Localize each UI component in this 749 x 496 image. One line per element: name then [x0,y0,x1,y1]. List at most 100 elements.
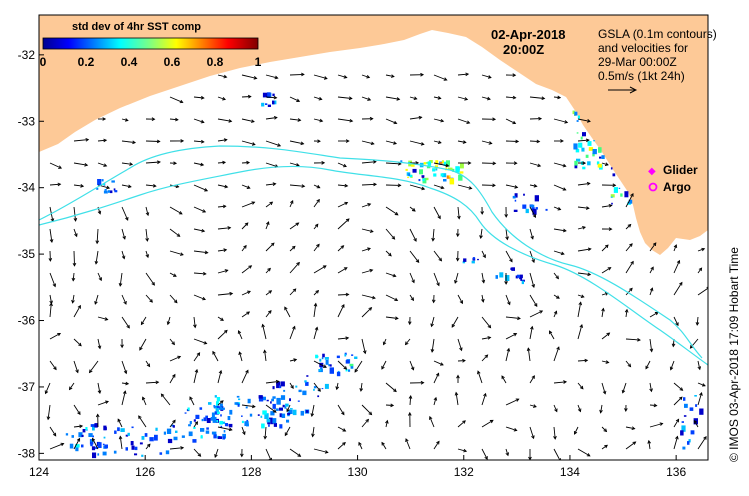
sst-pixel [114,190,118,193]
sst-pixel [95,446,98,449]
x-tick-label: 132 [454,465,474,479]
velocity-arrow [313,74,328,80]
velocity-arrow-head [650,266,654,271]
sst-pixel [265,103,268,105]
velocity-arrow [480,228,483,239]
velocity-arrow-head [443,77,448,81]
velocity-arrow-head [323,364,327,368]
velocity-arrow [553,404,558,412]
velocity-arrow-head [421,186,426,191]
sst-pixel [213,405,216,408]
velocity-arrow [697,392,703,406]
velocity-arrow [625,287,633,296]
velocity-arrow-head [362,350,367,355]
velocity-arrow [405,438,411,450]
velocity-arrow-head [396,97,401,101]
velocity-arrow-head [227,226,232,230]
velocity-arrow [241,184,250,189]
sst-pixel [134,446,138,451]
velocity-arrow [193,448,201,457]
velocity-arrow [577,118,591,122]
velocity-arrow [73,425,83,428]
velocity-arrow [265,201,273,208]
sst-pixel [104,427,107,431]
velocity-arrow-head [343,163,347,168]
sst-pixel [195,414,200,419]
velocity-arrow-head [189,396,193,401]
sst-pixel [520,278,522,281]
velocity-arrow [431,338,435,352]
velocity-arrow [265,242,275,252]
velocity-arrow-head [381,441,385,446]
velocity-arrow [457,73,469,76]
velocity-arrow [601,292,609,296]
velocity-arrow-head [270,242,275,247]
sst-pixel [103,436,106,439]
velocity-arrow-head [587,272,592,277]
velocity-arrow [409,272,415,283]
velocity-arrow [481,354,488,362]
velocity-arrow-head [248,265,253,269]
sst-pixel [217,436,222,439]
velocity-arrow-head [200,119,205,124]
sst-pixel [220,425,223,428]
velocity-arrow [577,139,589,142]
velocity-arrow-head [321,161,326,165]
velocity-arrow-head [292,325,296,330]
velocity-arrow [673,316,679,326]
sst-pixel [228,423,233,428]
sst-pixel [598,147,602,153]
velocity-arrow-head [507,301,511,306]
sst-pixel [280,381,285,387]
velocity-arrow-head [123,300,127,305]
velocity-arrow [673,282,683,296]
plot-frame [38,14,709,461]
velocity-arrow-head [420,72,425,77]
velocity-arrow [73,360,79,373]
sst-pixel [435,160,439,165]
sst-pixel [219,407,223,410]
velocity-arrow [49,303,52,318]
velocity-arrow [121,250,125,259]
sst-pixel [592,153,595,157]
velocity-arrow-head [701,247,706,252]
velocity-arrow [167,316,171,325]
velocity-arrow [169,420,176,428]
velocity-arrow-head [479,235,483,240]
gsla-note-line2: and velocities for [598,41,688,55]
velocity-arrow-head [480,211,484,215]
velocity-arrows [44,72,708,460]
velocity-arrow-head [573,430,578,435]
velocity-arrow-head [487,75,492,79]
sst-pixel [684,403,688,408]
velocity-arrow-head [317,139,321,143]
y-tick-label: -34 [18,181,36,195]
sst-pixel [144,433,148,437]
velocity-arrow [284,426,291,436]
velocity-arrow-head [415,259,420,264]
velocity-arrow [145,140,160,142]
velocity-arrow-head [229,291,234,296]
velocity-arrow [481,74,492,79]
velocity-arrow [193,140,204,143]
velocity-arrow [69,382,75,390]
sst-pixel [411,163,415,167]
velocity-arrow-head [220,317,224,321]
sst-pixel [166,428,172,434]
velocity-arrow-head [413,238,417,242]
velocity-arrow-head [173,273,177,277]
velocity-arrow [337,442,346,450]
colorbar-tick-label: 0.2 [78,55,95,69]
sst-pixel [587,141,592,146]
velocity-arrow-head [624,308,629,313]
velocity-arrow [697,248,705,252]
sst-pixel [223,430,226,433]
velocity-arrow-head [531,435,535,440]
velocity-arrow-head [697,366,702,371]
velocity-arrow-head [319,118,324,123]
velocity-arrow [313,96,322,100]
sst-pixel [443,179,447,182]
sst-pixel [244,421,249,426]
velocity-arrow-head [97,390,102,394]
velocity-arrow [553,118,568,123]
